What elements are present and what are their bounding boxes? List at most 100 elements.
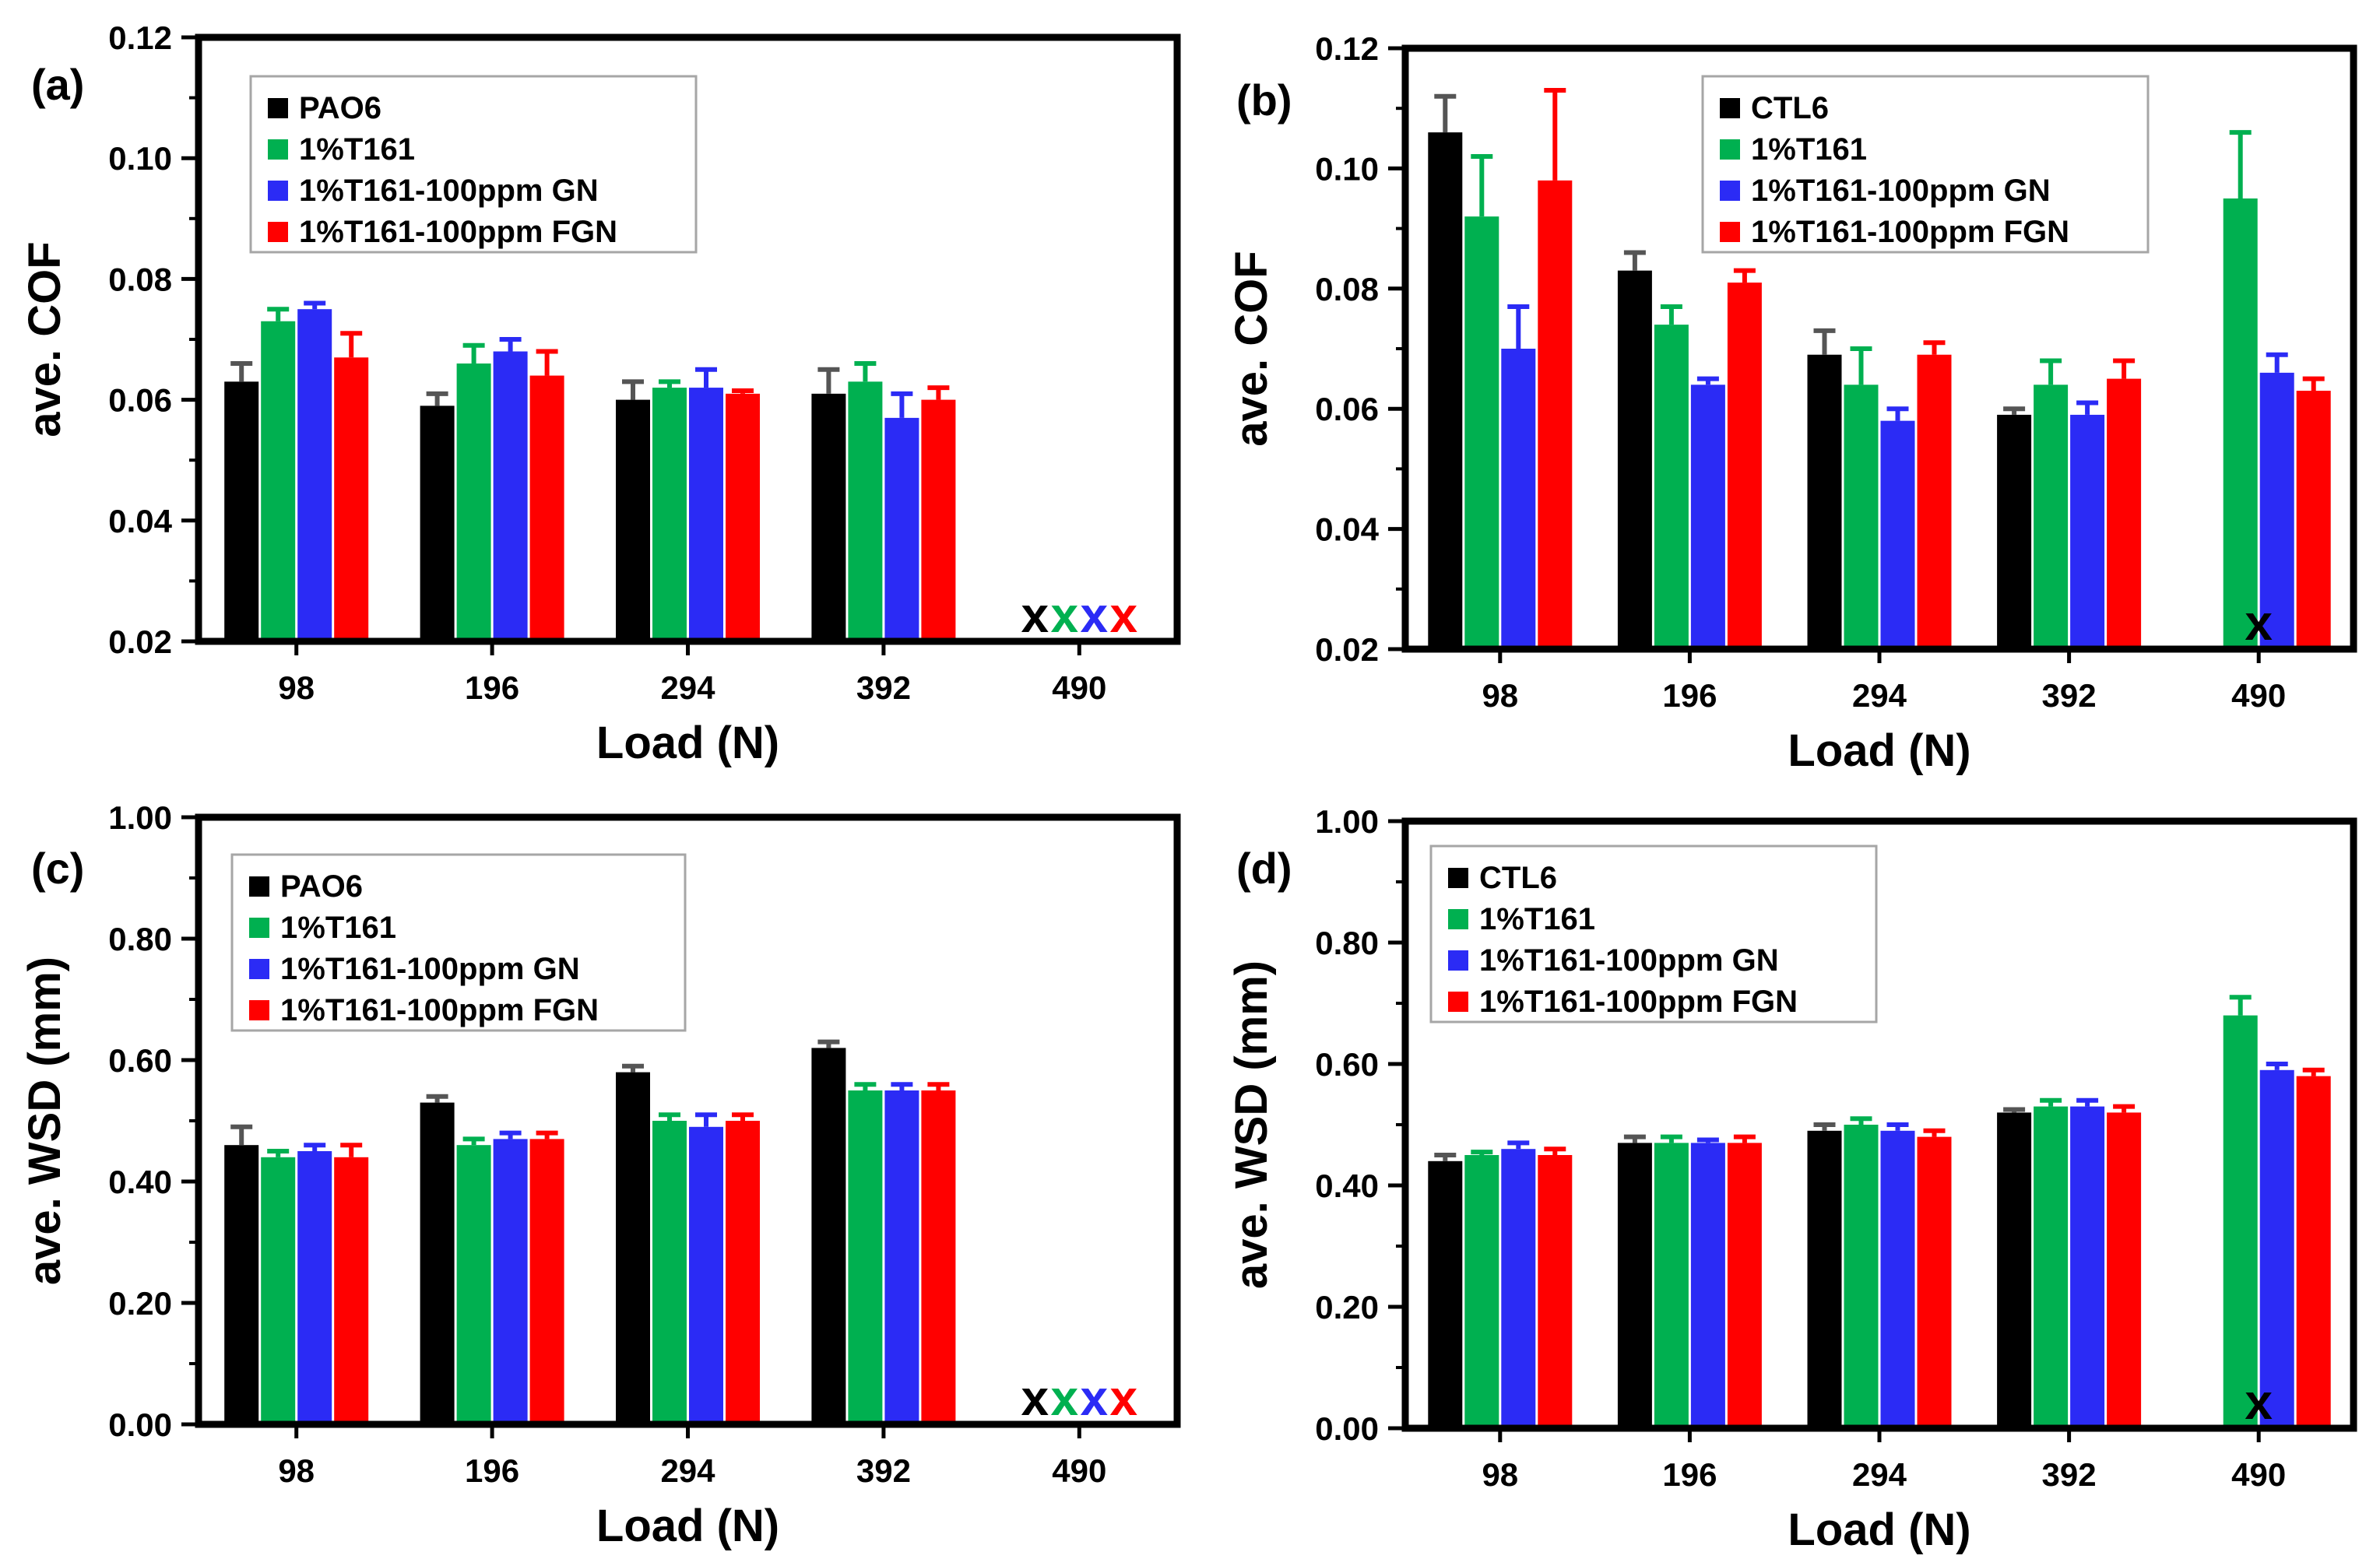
bar-black: [1807, 1130, 1842, 1428]
bar-green: [2223, 198, 2258, 649]
y-tick-label: 0.00: [1315, 1410, 1379, 1447]
bar-red: [1917, 1136, 1952, 1428]
plot-frame: [195, 813, 1181, 1428]
legend-swatch: [268, 98, 288, 118]
y-tick-label: 0.80: [108, 921, 172, 957]
y-axis-title: ave. WSD (mm): [1226, 960, 1277, 1289]
bar-green: [261, 1157, 296, 1424]
bar-blue: [2070, 1106, 2105, 1428]
bar-green: [2034, 384, 2069, 649]
legend-swatch: [268, 139, 288, 160]
bar-blue: [1690, 1143, 1725, 1428]
legend-entry: 1%T161-100ppm GN: [299, 174, 599, 208]
y-tick-label: 0.06: [108, 382, 172, 419]
y-tick-label: 0.20: [108, 1285, 172, 1322]
bar-green: [261, 321, 296, 641]
legend-entry: 1%T161: [1751, 132, 1867, 167]
x-tick-label: 490: [2231, 677, 2286, 714]
bar-red: [529, 1139, 564, 1424]
legend-entry: 1%T161: [280, 911, 396, 945]
x-tick-label: 392: [2042, 1456, 2097, 1493]
bar-blue: [884, 1090, 919, 1424]
y-tick-label: 0.02: [108, 623, 172, 660]
bar-blue: [2259, 1069, 2294, 1428]
y-tick-label: 0.08: [1315, 271, 1379, 307]
legend-entry: 1%T161-100ppm FGN: [1751, 215, 2069, 249]
legend-swatch: [268, 222, 288, 242]
bar-blue: [1880, 1130, 1915, 1428]
legend-swatch: [1448, 992, 1468, 1012]
x-axis-title: Load (N): [596, 718, 779, 768]
y-tick-label: 0.10: [1315, 150, 1379, 187]
y-tick-label: 0.00: [108, 1406, 172, 1443]
bar-red: [2107, 378, 2142, 649]
failure-marker: x: [2245, 1374, 2273, 1430]
bar-blue: [493, 351, 528, 641]
y-tick-label: 0.04: [1315, 511, 1379, 548]
bar-black: [811, 1048, 846, 1424]
legend-swatch: [249, 1000, 269, 1020]
bar-black: [1428, 132, 1463, 649]
bar-green: [652, 1121, 687, 1424]
x-tick-label: 98: [278, 1452, 315, 1489]
x-tick-label: 392: [856, 1452, 911, 1489]
bar-black: [1428, 1160, 1463, 1428]
legend-entry: CTL6: [1751, 91, 1829, 125]
x-tick-label: 196: [1662, 677, 1717, 714]
legend-swatch: [1448, 868, 1468, 888]
bar-black: [811, 393, 846, 641]
bar-red: [1538, 180, 1573, 650]
legend-entry: 1%T161-100ppm FGN: [280, 993, 599, 1027]
plot-frame: [195, 33, 1181, 645]
bar-blue: [1501, 349, 1536, 649]
bar-blue: [493, 1139, 528, 1424]
bar-red: [726, 393, 760, 641]
bar-red: [921, 399, 956, 641]
plot-frame: [1401, 817, 2357, 1432]
x-tick-label: 98: [278, 669, 315, 706]
x-tick-label: 294: [1852, 677, 1907, 714]
x-tick-label: 98: [1482, 677, 1518, 714]
bar-red: [334, 357, 369, 641]
y-tick-label: 1.00: [1315, 803, 1379, 840]
x-tick-label: 196: [1662, 1456, 1717, 1493]
x-tick-label: 392: [2042, 677, 2097, 714]
bar-green: [456, 1145, 491, 1424]
bar-black: [616, 399, 650, 641]
y-tick-label: 0.40: [108, 1164, 172, 1200]
failure-marker: x: [1021, 587, 1049, 643]
x-tick-label: 294: [660, 1452, 715, 1489]
bar-blue: [2070, 414, 2105, 649]
bar-green: [2223, 1015, 2258, 1428]
bar-blue: [1880, 420, 1915, 649]
bar-black: [420, 1102, 455, 1424]
legend-box: [1429, 844, 1878, 1024]
bar-green: [1654, 325, 1689, 649]
panel-b: (b) 0.02 0.04 0.06 0.08 0.10 0.12 ave. COF 98 196…: [1226, 30, 2357, 776]
bar-black: [224, 381, 259, 641]
bar-black: [616, 1072, 650, 1424]
legend-box: [230, 853, 687, 1032]
y-tick-label: 0.40: [1315, 1167, 1379, 1204]
legend-entry: PAO6: [299, 91, 381, 125]
legend-swatch: [1720, 139, 1740, 160]
bar-red: [1727, 283, 1762, 649]
failure-marker: x: [2245, 595, 2273, 651]
bar-blue: [1690, 384, 1725, 649]
y-tick-label: 1.00: [108, 799, 172, 836]
panel-label: (c): [31, 844, 84, 893]
legend-entry: 1%T161-100ppm GN: [1751, 174, 2051, 208]
x-tick-label: 294: [1852, 1456, 1907, 1493]
bar-black: [1997, 1112, 2032, 1428]
bar-black: [224, 1145, 259, 1424]
failure-marker: x: [1051, 587, 1079, 643]
bar-green: [1654, 1143, 1689, 1428]
legend: PAO6 1%T161 1%T161-100ppm GN 1%T161-100ppm …: [230, 853, 687, 1032]
y-tick-label: 0.60: [1315, 1046, 1379, 1083]
bar-blue: [1501, 1149, 1536, 1428]
bar-red: [529, 375, 564, 641]
failure-marker: x: [1110, 587, 1138, 643]
y-tick-label: 0.04: [108, 503, 172, 539]
legend-box: [1701, 75, 2150, 254]
